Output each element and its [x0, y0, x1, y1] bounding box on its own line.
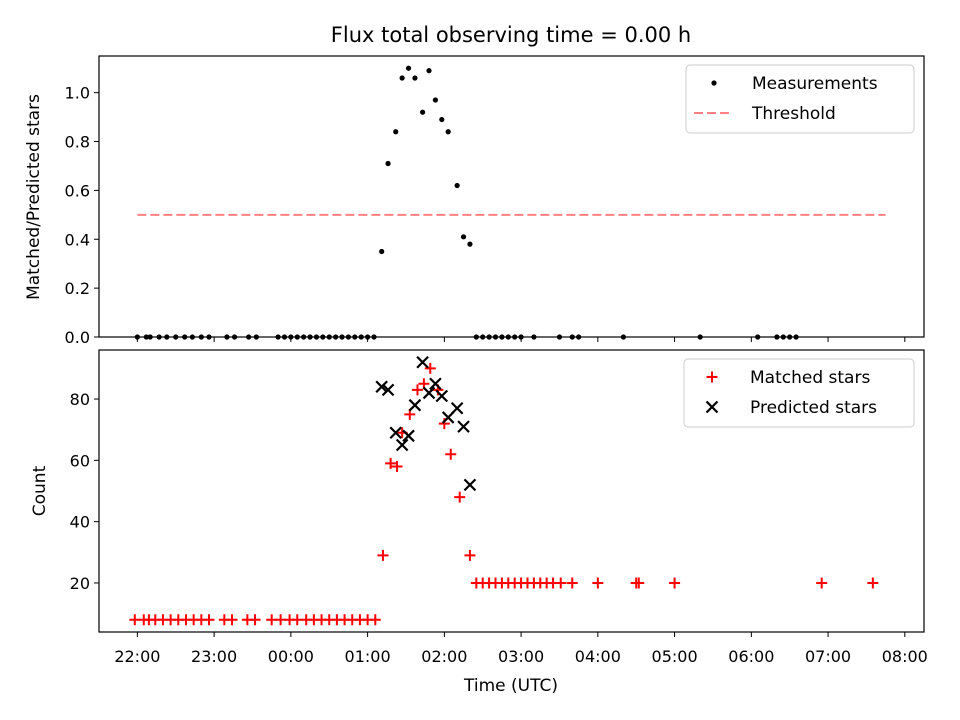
matched-stars-point	[369, 614, 381, 626]
measurements-point	[420, 109, 426, 115]
ratio-ytick-label: 0.4	[65, 230, 90, 249]
matched-stars-legend-swatch	[706, 371, 718, 383]
ratio-ytick-label: 1.0	[65, 84, 90, 103]
measurements-legend-label: Measurements	[752, 74, 878, 94]
ratio-panel-legend: Measurements Threshold	[685, 64, 915, 134]
measurements-point	[412, 75, 418, 81]
measurements-point	[379, 248, 385, 255]
xtick-label: 01:00	[345, 647, 391, 666]
predicted-stars-point	[450, 401, 464, 415]
matched-stars-legend-label: Matched stars	[750, 368, 870, 388]
xtick-label: 02:00	[421, 647, 467, 666]
count-ytick-label: 60	[70, 451, 90, 470]
predicted-stars-point	[463, 478, 477, 492]
measurements-point	[426, 68, 432, 74]
xtick-label: 00:00	[268, 647, 314, 666]
count-panel-legend: Matched stars Predicted stars	[683, 358, 915, 428]
predicted-stars-point	[389, 426, 403, 440]
ratio-legend-box	[685, 64, 915, 134]
measurements-point	[399, 75, 405, 81]
predicted-stars-point	[457, 420, 470, 433]
matched-stars-point	[555, 577, 567, 589]
count-panel-ylabel: Count	[30, 465, 50, 516]
matched-stars-point	[566, 577, 578, 589]
measurements-point	[460, 234, 467, 240]
ratio-panel-ticks: 0.0 0.2 0.4 0.6 0.8 1.0	[65, 84, 906, 347]
count-ytick-label: 20	[70, 574, 90, 593]
ratio-panel-ylabel: Matched/Predicted stars	[24, 94, 44, 300]
ratio-ytick-label: 0.6	[65, 181, 90, 200]
ratio-ytick-label: 0.0	[65, 328, 90, 347]
matched-stars-point	[203, 614, 215, 626]
matched-stars-point	[454, 491, 466, 503]
xtick-label: 23:00	[191, 647, 237, 666]
ratio-panel: 0.0 0.2 0.4 0.6 0.8 1.0 Matched/Predicted sta…	[24, 55, 925, 347]
matched-stars-point	[377, 549, 389, 561]
ratio-ytick-label: 0.8	[65, 133, 90, 152]
matched-stars-point	[391, 460, 403, 472]
xtick-label: 03:00	[498, 647, 544, 666]
threshold-legend-label: Threshold	[751, 104, 836, 124]
matched-stars-point	[669, 577, 681, 589]
predicted-stars-point	[416, 355, 429, 369]
measurements-point	[405, 65, 412, 71]
predicted-stars-point	[381, 383, 395, 397]
count-ytick-label: 80	[70, 390, 90, 409]
predicted-stars-point	[395, 438, 409, 452]
xtick-label: 22:00	[114, 647, 160, 666]
count-ytick-label: 40	[70, 513, 90, 532]
predicted-stars-legend-swatch	[705, 400, 719, 414]
x-axis-label: Time (UTC)	[463, 676, 558, 696]
matched-stars-point	[464, 549, 476, 561]
measurements-point	[467, 241, 473, 247]
count-panel-frame	[98, 349, 925, 633]
count-panel: 20 40 60 80 Count Matched stars Predicted st…	[30, 349, 925, 637]
measurements-point	[385, 160, 391, 167]
predicted-stars-point	[375, 380, 388, 394]
predicted-stars-point	[408, 398, 422, 412]
predicted-stars-legend-label: Predicted stars	[750, 398, 877, 418]
figure-title: Flux total observing time = 0.00 h	[331, 23, 691, 47]
measurements-point	[393, 129, 399, 135]
matched-stars-point	[226, 614, 238, 626]
matched-stars-point	[592, 577, 604, 589]
x-axis: 22:00 23:00 00:00 01:00 02:00 03:00 04:00 05:00…	[114, 647, 928, 666]
predicted-stars-point	[402, 429, 415, 443]
xtick-label: 06:00	[728, 647, 774, 666]
matched-stars-point	[867, 577, 879, 589]
matched-stars-point	[385, 457, 397, 469]
matched-stars-point	[633, 577, 645, 589]
matched-stars-point	[445, 448, 457, 460]
ratio-ytick-label: 0.2	[65, 279, 90, 298]
matched-stars-point	[411, 384, 423, 396]
measurements-point	[432, 97, 438, 103]
predicted-stars-point	[422, 386, 436, 400]
measurements-legend-swatch	[711, 80, 717, 86]
matched-stars-point	[816, 577, 828, 589]
matched-stars-point	[249, 614, 261, 626]
predicted-stars-point	[429, 377, 442, 390]
xtick-label: 07:00	[805, 647, 851, 666]
xtick-label: 05:00	[652, 647, 698, 666]
matched-stars-point	[424, 362, 436, 374]
predicted-stars-point	[435, 389, 449, 403]
count-panel-ticks: 20 40 60 80	[70, 390, 906, 637]
measurements-point	[454, 182, 460, 189]
ratio-panel-frame	[98, 55, 925, 338]
xtick-label: 08:00	[882, 647, 928, 666]
count-panel-marks	[129, 355, 879, 626]
measurements-point	[439, 116, 445, 123]
xtick-label: 04:00	[575, 647, 621, 666]
measurements-point	[445, 129, 451, 135]
count-legend-box	[683, 358, 915, 428]
